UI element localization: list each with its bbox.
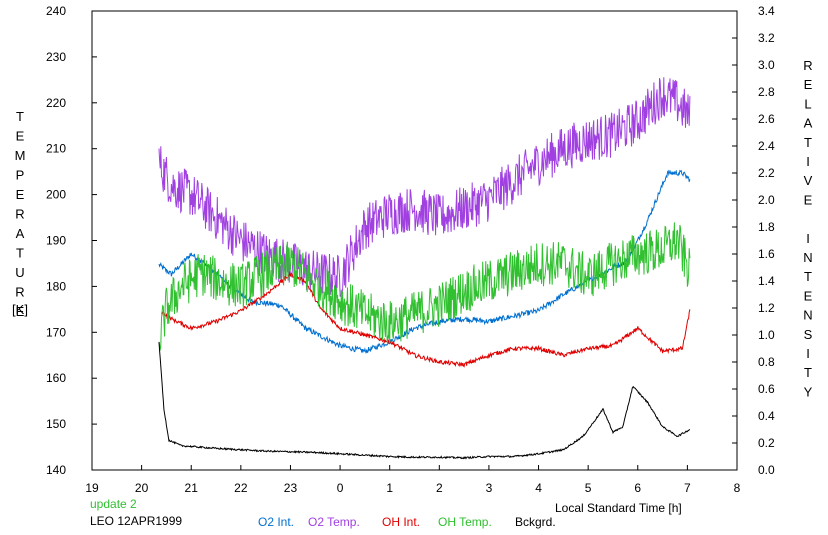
- right-tick-label: 0.2: [758, 436, 775, 450]
- left-tick-label: 220: [46, 96, 66, 110]
- axis-label-letter: N: [803, 250, 812, 265]
- legend: O2 Int. O2 Temp. OH Int. OH Temp. Bckgrd.: [258, 515, 556, 529]
- right-tick-label: 2.6: [758, 112, 775, 126]
- series-line-3: [158, 222, 691, 351]
- right-tick-label: 2.2: [758, 166, 775, 180]
- left-tick-label: 140: [46, 463, 66, 477]
- x-tick-label: 23: [284, 481, 298, 495]
- right-tick-label: 1.2: [758, 301, 775, 315]
- axis-label-letter: T: [16, 109, 24, 124]
- left-tick-label: 210: [46, 142, 66, 156]
- x-tick-label: 1: [386, 481, 393, 495]
- axis-label-letter: A: [804, 116, 813, 131]
- axis-label-letter: E: [804, 192, 813, 207]
- axis-label-letter: I: [806, 231, 810, 246]
- axis-label-letter: R: [15, 207, 24, 222]
- left-tick-label: 160: [46, 371, 66, 385]
- right-tick-label: 1.4: [758, 274, 775, 288]
- left-tick-label: 150: [46, 417, 66, 431]
- plot-frame: [91, 10, 738, 471]
- axis-label-letter: T: [16, 246, 24, 261]
- left-tick-label: 190: [46, 234, 66, 248]
- series-line-1: [158, 77, 691, 299]
- left-tick-label: 170: [46, 325, 66, 339]
- x-tick-label: 22: [234, 481, 248, 495]
- legend-entry: O2 Temp.: [308, 515, 360, 529]
- x-tick-label: 8: [734, 481, 741, 495]
- axis-label-letter: M: [15, 148, 26, 163]
- axis-label-letter: T: [804, 269, 812, 284]
- left-tick-label: 230: [46, 50, 66, 64]
- right-tick-label: 0.4: [758, 409, 775, 423]
- right-tick-label: 1.6: [758, 247, 775, 261]
- axis-label-letter: E: [16, 187, 25, 202]
- legend-entry: OH Temp.: [438, 515, 492, 529]
- right-tick-label: 0.8: [758, 355, 775, 369]
- left-axis: 140 150 160 170 180 190 200 210 220 230 240: [46, 4, 97, 477]
- x-tick-label: 0: [337, 481, 344, 495]
- x-tick-label: 20: [135, 481, 149, 495]
- right-tick-label: 1.0: [758, 328, 775, 342]
- axis-label-letter: T: [804, 135, 812, 150]
- axis-label-letter: R: [15, 285, 24, 300]
- left-tick-label: 180: [46, 279, 66, 293]
- x-tick-label: 21: [185, 481, 199, 495]
- right-axis: 0.0 0.2 0.4 0.6 0.8 1.0 1.2 1.4 1.6 1.8 2.0 2.2 2.4 2…: [732, 4, 775, 477]
- right-tick-label: 2.8: [758, 85, 775, 99]
- axis-label-letter: I: [806, 346, 810, 361]
- update-note: update 2: [90, 497, 137, 511]
- axis-label-letter: I: [806, 154, 810, 169]
- x-tick-label: 2: [436, 481, 443, 495]
- left-tick-label: 240: [46, 4, 66, 18]
- x-axis: 19 20 21 22 23 0 1 2 3 4 5 6 7 8: [85, 465, 741, 495]
- right-tick-label: 3.4: [758, 4, 775, 18]
- axis-label-letter: R: [803, 58, 812, 73]
- axis-label-letter: P: [16, 168, 25, 183]
- x-tick-label: 5: [585, 481, 592, 495]
- left-tick-label: 200: [46, 188, 66, 202]
- axis-label-letter: S: [804, 327, 813, 342]
- axis-label-letter: E: [16, 129, 25, 144]
- right-tick-label: 2.4: [758, 139, 775, 153]
- series-line-2: [161, 271, 691, 368]
- x-tick-label: 19: [85, 481, 99, 495]
- axis-label-letter: A: [16, 226, 25, 241]
- axis-label-letter: T: [804, 365, 812, 380]
- x-tick-label: 3: [486, 481, 493, 495]
- right-tick-label: 1.8: [758, 220, 775, 234]
- series-lines: [158, 77, 691, 460]
- axis-label-letter: E: [804, 77, 813, 92]
- axis-label-letter: E: [16, 304, 25, 319]
- axis-label-letter: V: [804, 173, 813, 188]
- x-tick-label: 4: [535, 481, 542, 495]
- axis-label-letter: L: [804, 96, 811, 111]
- x-tick-label: 6: [634, 481, 641, 495]
- axis-label-letter: N: [803, 308, 812, 323]
- right-tick-label: 0.6: [758, 382, 775, 396]
- right-tick-label: 3.0: [758, 58, 775, 72]
- axis-label-letter: E: [804, 288, 813, 303]
- axis-label-letter: Y: [804, 384, 813, 399]
- legend-entry: OH Int.: [382, 515, 420, 529]
- right-tick-label: 3.2: [758, 31, 775, 45]
- plot-area: [91, 10, 738, 471]
- legend-entry: Bckgrd.: [515, 515, 556, 529]
- right-tick-label: 0.0: [758, 463, 775, 477]
- left-axis-unit: [K]: [12, 302, 28, 317]
- right-tick-label: 2.0: [758, 193, 775, 207]
- axis-label-letter: U: [15, 265, 24, 280]
- series-line-4: [158, 341, 691, 460]
- site-date: LEO 12APR1999: [90, 514, 182, 528]
- legend-entry: O2 Int.: [258, 515, 294, 529]
- x-axis-label: Local Standard Time [h]: [555, 501, 682, 515]
- x-tick-label: 7: [684, 481, 691, 495]
